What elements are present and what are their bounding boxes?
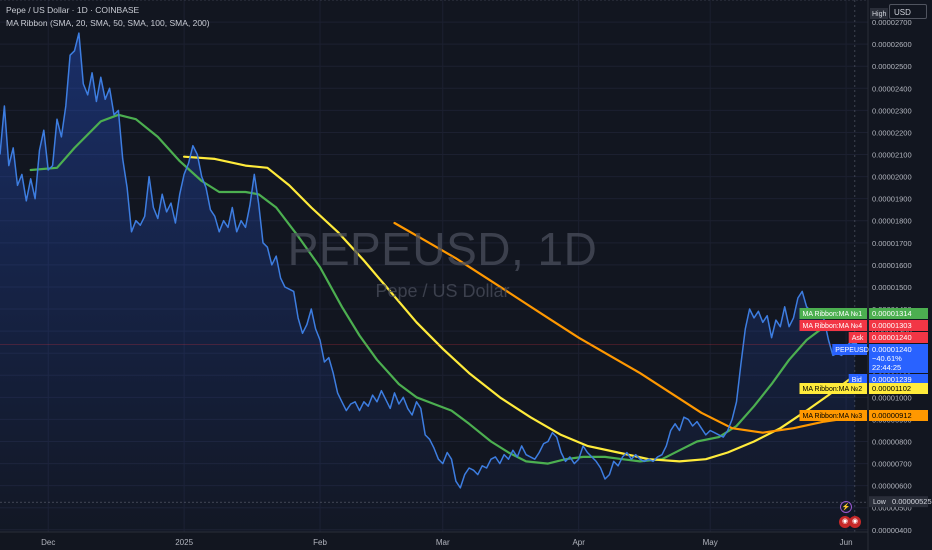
- scale-value-label: 0.00001303: [872, 321, 912, 330]
- scale-value-label: 0.00001240: [872, 333, 912, 342]
- x-tick-label: May: [703, 538, 718, 547]
- high-tag-label: High: [872, 11, 887, 18]
- x-tick-label: Jun: [840, 538, 853, 547]
- y-tick-label: 0.00001800: [872, 217, 912, 226]
- scale-tag-label: Ask: [852, 335, 864, 342]
- y-tick-label: 0.00001500: [872, 283, 912, 292]
- x-tick-label: Dec: [41, 538, 55, 547]
- moving-averages: [29, 113, 856, 465]
- symbol-title[interactable]: Pepe / US Dollar · 1D · COINBASE: [6, 5, 140, 15]
- scale-tag-bg: [799, 410, 867, 421]
- scale-extra-label: 22:44:25: [872, 363, 901, 372]
- scale-tag-label: PEPEUSD: [835, 347, 868, 354]
- lightning-event-icon[interactable]: ⚡: [840, 501, 852, 513]
- x-tick-label: Feb: [313, 538, 327, 547]
- scale-value-label: 0.00000912: [872, 411, 912, 420]
- flag-event-icon-2[interactable]: ◉: [849, 516, 861, 528]
- scale-tag-bg: [848, 332, 867, 343]
- scale-value-label: 0.00001239: [872, 375, 912, 384]
- scale-tag-bg: [799, 308, 867, 319]
- scale-value-bg: [869, 410, 928, 421]
- price-line: [0, 32, 856, 489]
- y-tick-label: 0.00000600: [872, 482, 912, 491]
- scale-tag-bg: [848, 374, 867, 385]
- y-tick-label: 0.00001000: [872, 393, 912, 402]
- y-tick-label: 0.00002400: [872, 84, 912, 93]
- y-tick-label: 0.00002600: [872, 40, 912, 49]
- price-area-fill: [0, 33, 855, 532]
- y-tick-label: 0.00002100: [872, 151, 912, 160]
- y-tick-label: 0.00000700: [872, 460, 912, 469]
- y-tick-label: 0.00001300: [872, 327, 912, 336]
- scale-value-label: 0.00001102: [872, 384, 911, 393]
- x-tick-label: 2025: [175, 538, 193, 547]
- currency-button[interactable]: USD: [889, 4, 927, 19]
- y-tick-label: 0.00000400: [872, 526, 912, 535]
- scale-value-label: 0.00001240: [872, 345, 912, 354]
- scale-value-bg: [869, 332, 928, 343]
- y-tick-label: 0.00000500: [872, 504, 912, 513]
- y-tick-label: 0.00002300: [872, 106, 912, 115]
- scale-value-bg: [869, 383, 928, 394]
- scale-tag-label: MA Ribbon:MA №4: [803, 323, 863, 330]
- scale-value-bg: [869, 320, 928, 331]
- price-reference-lines: [0, 0, 868, 532]
- flag-event-icon[interactable]: ◉: [839, 516, 851, 528]
- scale-value-bg: [869, 344, 928, 373]
- scale-tag-label: MA Ribbon:MA №2: [803, 386, 863, 393]
- scale-tag-bg: [799, 383, 867, 394]
- scale-tag-bg: [832, 344, 867, 355]
- time-axis[interactable]: Dec 2025 Feb Mar Apr May Jun: [41, 538, 852, 547]
- scale-value-label: 0.00001314: [872, 309, 912, 318]
- y-tick-label: 0.00002200: [872, 128, 912, 137]
- x-tick-label: Apr: [572, 538, 585, 547]
- price-area: [0, 33, 855, 532]
- y-tick-label: 0.00001900: [872, 195, 912, 204]
- scale-tag-label: Bid: [852, 377, 862, 384]
- y-tick-label: 0.00001700: [872, 239, 912, 248]
- scale-tag-bg: [799, 320, 867, 331]
- y-tick-label: 0.00001600: [872, 261, 912, 270]
- low-value-bg: [869, 496, 928, 508]
- scale-value-bg: [869, 308, 928, 319]
- low-tag-label: Low: [873, 499, 887, 506]
- high-tag-bg: [870, 8, 888, 19]
- scale-value-bg: [869, 374, 928, 385]
- indicator-title[interactable]: MA Ribbon (SMA, 20, SMA, 50, SMA, 100, S…: [6, 18, 210, 28]
- y-tick-label: 0.00000800: [872, 437, 912, 446]
- low-value-label: 0.00000525: [892, 497, 932, 506]
- y-tick-label: 0.00002700: [872, 18, 912, 27]
- y-tick-label: 0.00002500: [872, 62, 912, 71]
- scale-extra-label: −40.61%: [872, 354, 902, 363]
- y-tick-label: 0.00002000: [872, 173, 912, 182]
- scale-tag-label: MA Ribbon:MA №1: [803, 311, 863, 318]
- scale-tag-label: MA Ribbon:MA №3: [803, 413, 863, 420]
- ma-line-3: [393, 221, 856, 434]
- price-scale-labels: MA Ribbon:MA №1 0.00001314 MA Ribbon:MA №4…: [799, 8, 932, 508]
- ma-line-2: [183, 155, 856, 463]
- x-tick-label: Mar: [436, 538, 450, 547]
